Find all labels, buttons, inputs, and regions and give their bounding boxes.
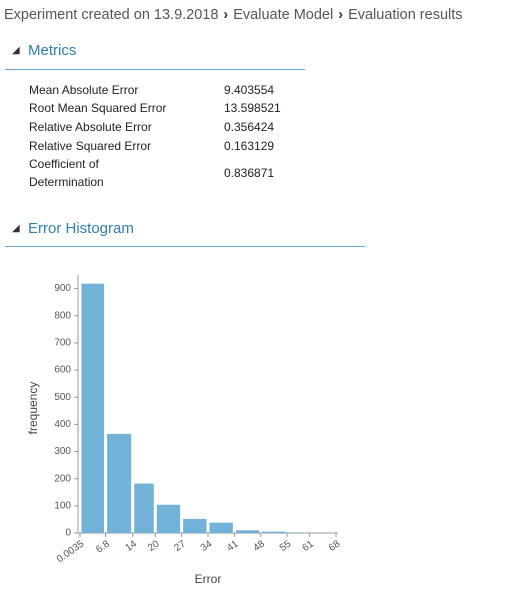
y-tick-label: 600	[54, 365, 71, 376]
x-tick-label: 34	[199, 538, 215, 554]
bar	[209, 522, 233, 533]
metric-value: 9.403554	[224, 83, 275, 97]
metric-value: 0.163129	[224, 139, 275, 153]
bar	[134, 483, 154, 533]
crumb-item: Evaluation results	[348, 7, 463, 23]
section-rule	[5, 69, 305, 70]
y-tick-label: 500	[54, 392, 71, 403]
x-tick-label: 14	[124, 538, 140, 554]
y-tick-label: 200	[54, 473, 71, 484]
bar	[107, 433, 132, 533]
bar	[262, 531, 286, 533]
breadcrumb: Experiment created on 13.9.2018 › Evaluate…	[4, 7, 463, 23]
bar	[81, 283, 105, 533]
y-tick-label: 400	[54, 419, 71, 430]
collapse-icon[interactable]: ◢	[12, 45, 20, 56]
metric-name: Coefficient of Determination	[29, 157, 104, 189]
y-tick-label: 700	[54, 338, 71, 349]
x-tick-label: 48	[252, 538, 268, 554]
x-tick-label: 20	[146, 538, 162, 554]
metric-name: Relative Absolute Error	[29, 120, 152, 134]
x-tick-label: 61	[300, 538, 316, 554]
y-tick-label: 300	[54, 446, 71, 457]
metric-name: Relative Squared Error	[29, 139, 152, 153]
bar	[288, 532, 309, 533]
metric-name: Root Mean Squared Error	[29, 101, 167, 115]
y-tick-label: 900	[54, 283, 71, 294]
x-axis-label: Error	[195, 572, 222, 586]
section-rule	[5, 246, 365, 247]
bar	[235, 530, 260, 533]
metric-value: 13.598521	[224, 101, 281, 115]
y-axis-label: frequency	[26, 382, 40, 435]
y-tick-label: 100	[54, 500, 71, 511]
x-tick-label: 68	[327, 538, 343, 554]
x-tick-label: 41	[225, 538, 241, 554]
bar	[156, 504, 181, 533]
x-tick-label: 55	[278, 538, 294, 554]
metric-value: 0.836871	[224, 166, 275, 180]
chevron: ›	[338, 7, 344, 23]
y-tick-label: 0	[65, 528, 71, 539]
collapse-icon[interactable]: ◢	[12, 223, 20, 234]
x-tick-label: 0.0035	[55, 538, 87, 565]
bar	[183, 518, 207, 533]
crumb-item[interactable]: Evaluate Model	[233, 7, 334, 23]
chevron: ›	[223, 7, 229, 23]
section-title[interactable]: Metrics	[28, 42, 77, 59]
crumb-item[interactable]: Experiment created on 13.9.2018	[4, 7, 219, 23]
metric-name: Mean Absolute Error	[29, 83, 139, 97]
section-title[interactable]: Error Histogram	[28, 220, 134, 237]
x-tick-label: 6.8	[94, 538, 112, 555]
metric-value: 0.356424	[224, 120, 275, 134]
y-tick-label: 800	[54, 310, 71, 321]
x-tick-label: 27	[172, 538, 188, 554]
